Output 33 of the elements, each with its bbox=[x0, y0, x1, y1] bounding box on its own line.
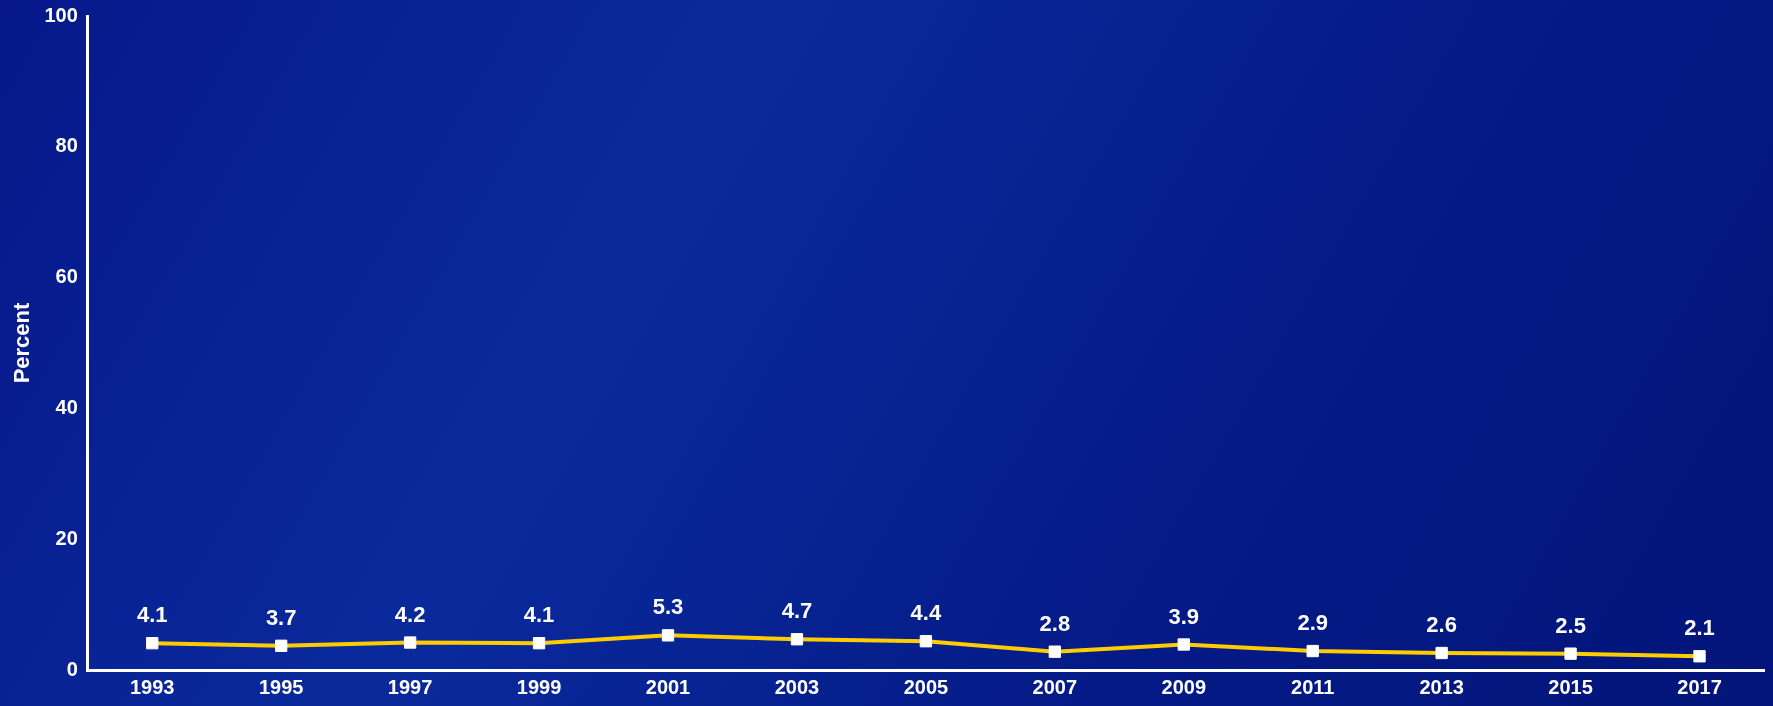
data-label: 2.9 bbox=[1297, 610, 1328, 636]
y-tick-label: 20 bbox=[55, 526, 78, 549]
data-label: 3.9 bbox=[1168, 603, 1200, 629]
x-tick-label: 1995 bbox=[258, 675, 304, 698]
y-tick-label: 40 bbox=[55, 395, 78, 418]
x-tick-label: 2013 bbox=[1419, 675, 1464, 698]
y-axis-title: Percent bbox=[9, 301, 35, 384]
x-tick-label: 2001 bbox=[645, 675, 691, 698]
data-label: 4.7 bbox=[781, 598, 813, 624]
data-label: 4.1 bbox=[523, 602, 555, 628]
data-label: 3.7 bbox=[265, 604, 297, 630]
x-tick-label: 2009 bbox=[1161, 675, 1207, 698]
x-tick-label: 2017 bbox=[1677, 675, 1722, 698]
x-tick-label: 2005 bbox=[903, 675, 949, 698]
y-tick-label: 100 bbox=[44, 3, 78, 26]
data-label: 5.3 bbox=[652, 594, 684, 620]
data-label: 4.1 bbox=[136, 602, 168, 628]
data-label: 2.8 bbox=[1039, 610, 1071, 636]
y-tick-label: 0 bbox=[66, 657, 78, 680]
data-label: 4.4 bbox=[910, 600, 942, 626]
x-tick-label: 2003 bbox=[774, 675, 820, 698]
x-tick-label: 2015 bbox=[1548, 675, 1593, 698]
data-label: 4.2 bbox=[394, 601, 426, 627]
x-tick-label: 2011 bbox=[1291, 675, 1335, 698]
x-tick-label: 1999 bbox=[516, 675, 562, 698]
y-tick-label: 60 bbox=[55, 265, 78, 288]
data-label: 2.6 bbox=[1426, 612, 1457, 638]
x-tick-label: 1997 bbox=[387, 675, 433, 698]
x-tick-label: 1993 bbox=[129, 675, 175, 698]
data-label: 2.5 bbox=[1555, 612, 1586, 638]
data-label: 2.1 bbox=[1684, 615, 1715, 641]
x-tick-label: 2007 bbox=[1032, 675, 1078, 698]
y-tick-label: 80 bbox=[55, 134, 78, 157]
